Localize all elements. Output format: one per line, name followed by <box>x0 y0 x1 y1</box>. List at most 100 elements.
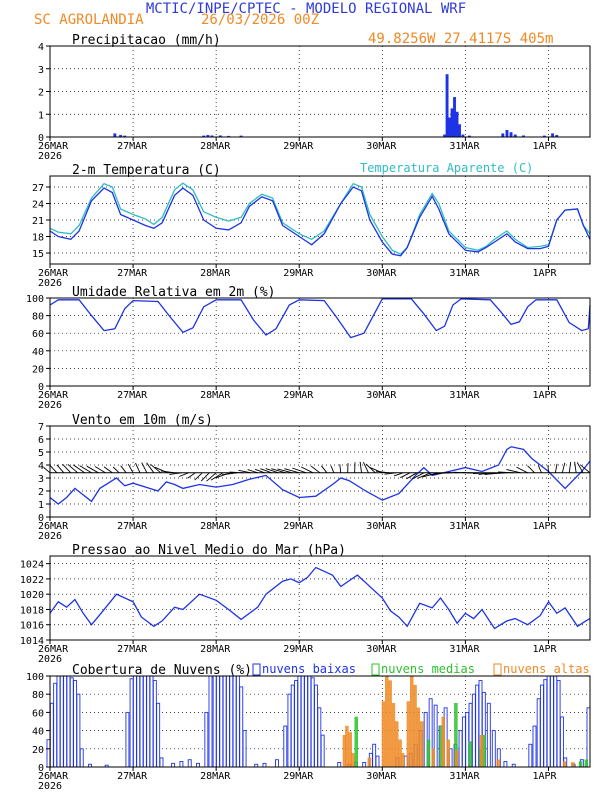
bar-Precipitacao <box>445 74 449 138</box>
x-tick-label: 28MAR <box>200 390 231 401</box>
wind-barb <box>221 472 237 476</box>
bar-Precipitacao <box>501 133 505 138</box>
x-year-label: 2026 <box>38 278 62 289</box>
bar-nuvens-baixas <box>229 675 234 768</box>
y-tick-label: 24 <box>32 200 44 211</box>
y-tick-label: 4 <box>38 461 44 472</box>
bar-nuvens-baixas <box>79 748 84 768</box>
bar-nuvens-baixas <box>465 711 470 768</box>
wind-barb <box>247 469 258 474</box>
y-tick-label: 3 <box>38 474 44 485</box>
bar-nuvens-baixas <box>69 677 74 768</box>
legend-swatch <box>252 663 261 676</box>
bar-Precipitacao <box>450 108 454 138</box>
legend-label: nuvens medias <box>381 662 475 676</box>
wind-barb <box>393 472 404 477</box>
bar-nuvens-altas <box>496 759 500 768</box>
x-tick-label: 29MAR <box>283 771 314 782</box>
wind-barb <box>411 472 425 480</box>
x-tick-label: 1APR <box>532 268 557 279</box>
legend-swatch <box>371 663 380 676</box>
wind-barb <box>200 472 210 482</box>
bar-nuvens-baixas <box>136 675 141 768</box>
series-line-Temperatura-Aparente-(C) <box>49 182 591 255</box>
y-tick-label: 0 <box>38 513 44 524</box>
bar-nuvens-baixas <box>149 675 154 768</box>
bar-Precipitacao <box>509 132 513 138</box>
bar-nuvens-medias <box>584 759 589 768</box>
bar-nuvens-baixas <box>458 730 463 768</box>
x-tick-label: 30MAR <box>366 268 397 279</box>
bar-nuvens-baixas <box>320 734 325 768</box>
panel-title: Precipitacao (mm/h) <box>72 33 221 48</box>
series-line-Pressao <box>49 566 591 630</box>
bar-nuvens-baixas <box>59 675 64 768</box>
wind-barb <box>292 467 307 474</box>
bar-nuvens-baixas <box>304 675 308 768</box>
bar-nuvens-baixas <box>543 679 548 768</box>
panel-title: Vento em 10m (m/s) <box>72 413 213 428</box>
y-tick-label: 80 <box>32 690 44 701</box>
x-tick-label: 30MAR <box>366 390 397 401</box>
y-tick-label: 100 <box>26 672 44 683</box>
panel-clouds <box>46 663 591 771</box>
wind-barb <box>229 471 244 474</box>
wind-barb <box>321 465 328 474</box>
y-tick-label: 27 <box>32 183 44 194</box>
y-tick-label: 1022 <box>20 575 44 586</box>
bar-nuvens-baixas <box>235 675 240 768</box>
bar-nuvens-altas <box>454 750 459 768</box>
bar-nuvens-baixas <box>152 680 157 768</box>
x-tick-label: 26MAR <box>38 141 69 152</box>
x-tick-label: 30MAR <box>366 644 397 655</box>
x-tick-label: 26MAR <box>38 644 69 655</box>
x-tick-label: 28MAR <box>200 141 231 152</box>
bar-Precipitacao <box>448 117 452 138</box>
x-tick-label: 27MAR <box>117 141 148 152</box>
x-tick-label: 1APR <box>532 771 557 782</box>
x-tick-label: 26MAR <box>38 521 69 532</box>
x-tick-label: 29MAR <box>283 644 314 655</box>
bar-nuvens-baixas <box>171 762 176 768</box>
bar-nuvens-baixas <box>219 675 224 768</box>
wind-barb <box>50 465 58 474</box>
series-line-Umidade-Relativa <box>49 298 591 339</box>
wind-barb <box>359 461 362 473</box>
bar-nuvens-baixas <box>142 675 147 768</box>
bar-nuvens-medias <box>468 741 472 768</box>
panel-title: Umidade Relativa em 2m (%) <box>72 285 276 300</box>
bar-nuvens-baixas <box>49 702 54 768</box>
x-tick-label: 1APR <box>532 644 557 655</box>
y-tick-label: 80 <box>32 312 44 323</box>
wind-barb <box>187 472 196 479</box>
wind-barb <box>141 462 148 474</box>
bar-nuvens-baixas <box>536 698 541 768</box>
panel-wind <box>43 425 591 521</box>
x-tick-label: 30MAR <box>366 141 397 152</box>
x-tick-label: 26MAR <box>38 268 69 279</box>
y-tick-label: 1016 <box>20 621 44 632</box>
x-tick-label: 31MAR <box>449 390 480 401</box>
y-tick-label: 100 <box>26 294 44 305</box>
bar-nuvens-baixas <box>297 675 302 768</box>
wind-barb <box>527 465 535 474</box>
wind-barb <box>284 468 300 474</box>
wind-barb <box>86 465 99 474</box>
panel-title: 2-m Temperatura (C) <box>72 163 221 178</box>
bar-nuvens-baixas <box>63 675 68 768</box>
wind-barb <box>362 462 369 473</box>
y-tick-label: 2 <box>38 88 44 99</box>
bar-nuvens-altas <box>431 748 436 768</box>
bar-nuvens-baixas <box>549 675 554 768</box>
coords-label: 49.8256W 27.4117S 405m <box>368 31 553 47</box>
bar-nuvens-baixas <box>56 675 61 768</box>
bar-nuvens-baixas <box>222 675 227 768</box>
wind-barb <box>554 463 558 473</box>
bar-nuvens-altas <box>406 701 411 768</box>
bar-Precipitacao <box>551 133 555 138</box>
wind-barb <box>112 466 120 474</box>
bar-nuvens-altas <box>479 734 484 768</box>
wind-barb <box>271 468 286 474</box>
bar-nuvens-baixas <box>532 725 537 768</box>
